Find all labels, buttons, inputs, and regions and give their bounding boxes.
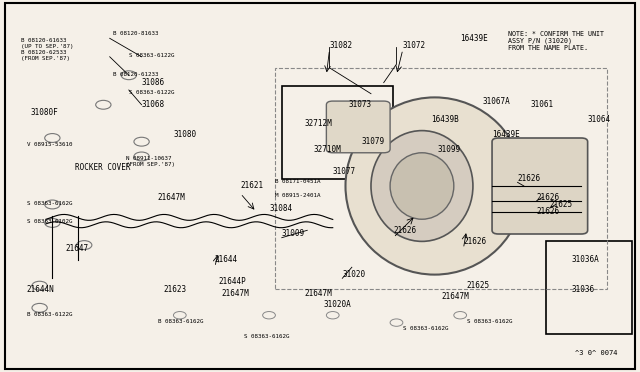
Text: 32712M: 32712M — [304, 119, 332, 128]
Text: 31036A: 31036A — [572, 255, 600, 264]
Text: S 08363-6162G: S 08363-6162G — [27, 201, 72, 206]
Text: 31073: 31073 — [349, 100, 372, 109]
Text: S 08363-6102G: S 08363-6102G — [27, 219, 72, 224]
FancyBboxPatch shape — [326, 101, 390, 153]
Text: S 08363-6122G: S 08363-6122G — [129, 90, 174, 95]
Text: 21647M: 21647M — [304, 289, 332, 298]
Text: 21644: 21644 — [215, 255, 238, 264]
Text: 31020A: 31020A — [323, 300, 351, 309]
Text: 21647M: 21647M — [441, 292, 469, 301]
Text: 31067A: 31067A — [483, 97, 510, 106]
Text: S 08363-6162G: S 08363-6162G — [467, 319, 512, 324]
Text: 31079: 31079 — [362, 137, 385, 146]
Text: B 08120-81633: B 08120-81633 — [113, 31, 159, 36]
Text: 21647M: 21647M — [221, 289, 249, 298]
Text: 31082: 31082 — [330, 41, 353, 50]
Text: S 08363-6162G: S 08363-6162G — [403, 326, 449, 331]
Text: S 08363-6122G: S 08363-6122G — [129, 53, 174, 58]
Text: 31072: 31072 — [403, 41, 426, 50]
Text: 31080F: 31080F — [30, 108, 58, 117]
FancyBboxPatch shape — [492, 138, 588, 234]
Text: 21625: 21625 — [549, 200, 573, 209]
Text: 31061: 31061 — [531, 100, 554, 109]
Text: 21626: 21626 — [394, 226, 417, 235]
Text: 21626: 21626 — [537, 207, 560, 217]
Text: ^3 0^ 0074: ^3 0^ 0074 — [575, 350, 618, 356]
Ellipse shape — [371, 131, 473, 241]
Bar — [282, 86, 394, 179]
Text: B 08120-61233: B 08120-61233 — [113, 71, 159, 77]
Text: 16439E: 16439E — [460, 34, 488, 43]
Text: 21625: 21625 — [467, 281, 490, 290]
Text: NOTE: * CONFIRM THE UNIT
ASSY P/N (31020)
FROM THE NAME PLATE.: NOTE: * CONFIRM THE UNIT ASSY P/N (31020… — [508, 31, 604, 51]
Text: 31077: 31077 — [333, 167, 356, 176]
Text: 32710M: 32710M — [314, 145, 341, 154]
Text: 31064: 31064 — [588, 115, 611, 124]
Ellipse shape — [390, 153, 454, 219]
Text: 21644P: 21644P — [218, 278, 246, 286]
Text: 21626: 21626 — [537, 193, 560, 202]
Text: 31084: 31084 — [269, 203, 292, 213]
Text: 16439E: 16439E — [492, 130, 520, 139]
Text: B 08363-6122G: B 08363-6122G — [27, 311, 72, 317]
Text: 21644N: 21644N — [27, 285, 54, 294]
Text: V 08915-53610: V 08915-53610 — [27, 142, 72, 147]
Text: 21647: 21647 — [65, 244, 88, 253]
Text: B 08120-61633
(UP TO SEP.'87)
B 08120-62533
(FROM SEP.'87): B 08120-61633 (UP TO SEP.'87) B 08120-62… — [20, 38, 73, 61]
Text: 16439B: 16439B — [431, 115, 460, 124]
Text: M 08915-2401A: M 08915-2401A — [275, 193, 321, 198]
Text: 31080: 31080 — [173, 130, 196, 139]
Text: S 08363-6162G: S 08363-6162G — [244, 334, 289, 339]
Text: 21621: 21621 — [241, 182, 264, 190]
Text: 21626: 21626 — [463, 237, 486, 246]
Bar — [275, 68, 607, 289]
Text: 31068: 31068 — [141, 100, 164, 109]
Bar — [546, 241, 632, 334]
Text: 21647M: 21647M — [157, 193, 185, 202]
Ellipse shape — [346, 97, 524, 275]
Text: 21623: 21623 — [164, 285, 187, 294]
Text: 31086: 31086 — [141, 78, 164, 87]
Text: 21626: 21626 — [518, 174, 541, 183]
Text: 31009: 31009 — [282, 230, 305, 238]
Text: 31099: 31099 — [438, 145, 461, 154]
Text: B 08363-6162G: B 08363-6162G — [157, 319, 203, 324]
Text: B 08171-0451A: B 08171-0451A — [275, 179, 321, 184]
Text: 31020: 31020 — [342, 270, 365, 279]
Text: ROCKER COVER: ROCKER COVER — [75, 163, 130, 172]
Text: 31036: 31036 — [572, 285, 595, 294]
Text: N 08911-10637
(FROM SEP.'87): N 08911-10637 (FROM SEP.'87) — [125, 157, 175, 167]
